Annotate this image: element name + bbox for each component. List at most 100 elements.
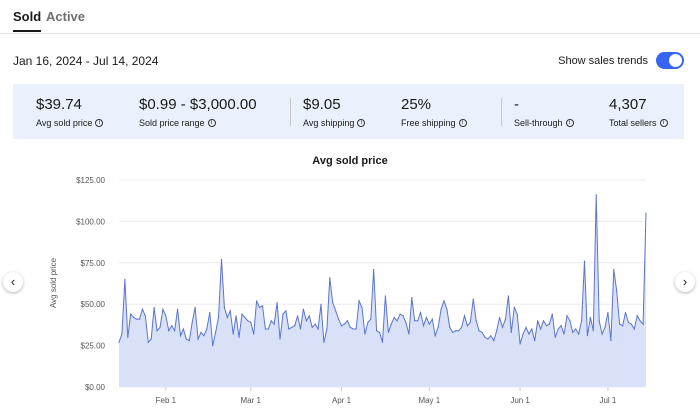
- data-point: [616, 290, 618, 292]
- data-point: [554, 336, 556, 338]
- chart-prev-button[interactable]: ‹: [3, 272, 23, 292]
- data-point: [417, 320, 419, 322]
- data-point: [203, 335, 205, 337]
- stat-avg-sold-price: $39.74 Avg sold price i: [36, 96, 104, 128]
- data-point: [352, 328, 354, 330]
- data-point: [217, 316, 220, 319]
- info-icon[interactable]: i: [95, 119, 104, 127]
- stat-label: Sell-through: [514, 118, 563, 128]
- tab-sold[interactable]: Sold: [13, 9, 42, 32]
- data-point: [466, 325, 469, 327]
- data-point: [335, 310, 337, 312]
- data-point: [144, 315, 146, 317]
- data-point: [475, 320, 477, 322]
- data-point: [627, 321, 630, 324]
- data-point: [604, 326, 606, 328]
- stat-value: $0.99 - $3,000.00: [139, 96, 257, 113]
- data-point: [580, 320, 583, 322]
- divider: [501, 98, 502, 126]
- stat-avg-shipping: $9.05 Avg shipping i: [303, 96, 366, 128]
- data-point: [188, 340, 190, 342]
- data-point: [378, 331, 381, 333]
- data-point: [569, 320, 571, 322]
- data-point: [572, 331, 574, 333]
- data-point: [619, 323, 621, 325]
- data-point: [162, 308, 164, 310]
- info-icon[interactable]: i: [458, 119, 467, 127]
- stat-free-shipping: 25% Free shipping i: [401, 96, 467, 128]
- data-point: [182, 328, 185, 330]
- data-point: [133, 316, 135, 319]
- data-point: [387, 331, 389, 333]
- y-tick-label: $100.00: [76, 217, 105, 226]
- x-tick-label: Mar 1: [241, 396, 262, 405]
- data-point: [256, 300, 258, 302]
- data-point: [566, 315, 568, 317]
- data-point: [469, 321, 471, 324]
- data-point: [194, 306, 196, 309]
- data-point: [487, 338, 489, 340]
- data-point: [519, 343, 521, 345]
- data-point: [455, 330, 457, 332]
- data-point: [575, 328, 577, 330]
- data-point: [179, 335, 182, 337]
- info-icon[interactable]: i: [565, 119, 574, 127]
- data-point: [513, 306, 515, 309]
- data-point: [264, 328, 266, 330]
- data-point: [434, 335, 436, 337]
- data-point: [592, 330, 594, 332]
- stat-value: 4,307: [609, 96, 647, 113]
- data-point: [458, 330, 460, 332]
- data-point: [127, 336, 129, 338]
- data-point: [355, 328, 357, 330]
- data-point: [399, 313, 401, 315]
- data-point: [141, 308, 144, 310]
- data-point: [215, 331, 217, 333]
- chart-next-button[interactable]: ›: [675, 272, 695, 292]
- chart-title: Avg sold price: [312, 155, 388, 167]
- data-point: [288, 328, 290, 330]
- data-point: [343, 323, 346, 325]
- data-point: [130, 313, 132, 315]
- info-icon[interactable]: i: [659, 119, 668, 127]
- x-tick-label: Feb 1: [156, 396, 177, 405]
- y-tick-label: $75.00: [81, 259, 106, 268]
- data-point: [460, 326, 463, 328]
- data-point: [159, 326, 161, 328]
- data-point: [531, 328, 533, 330]
- data-point: [499, 316, 501, 319]
- data-point: [349, 326, 351, 328]
- data-point: [578, 333, 580, 335]
- data-point: [282, 313, 284, 315]
- data-point: [314, 323, 316, 325]
- data-point: [317, 328, 319, 330]
- data-point: [607, 311, 609, 314]
- info-icon[interactable]: i: [207, 119, 216, 127]
- sales-trend-toggle[interactable]: [656, 52, 684, 69]
- data-point: [586, 335, 589, 337]
- data-point: [525, 326, 527, 328]
- data-point: [340, 325, 343, 327]
- data-point: [522, 333, 524, 335]
- data-point: [209, 311, 211, 314]
- data-point: [501, 326, 504, 328]
- data-point: [516, 313, 518, 315]
- data-point: [507, 295, 509, 297]
- data-point: [135, 318, 138, 320]
- data-point: [329, 277, 331, 279]
- data-point: [279, 338, 281, 340]
- data-point: [422, 325, 425, 327]
- data-point: [124, 278, 126, 280]
- data-point: [346, 320, 348, 322]
- data-point: [583, 260, 586, 262]
- info-icon[interactable]: i: [357, 119, 366, 127]
- data-point: [384, 295, 387, 297]
- date-range: Jan 16, 2024 - Jul 14, 2024: [13, 54, 159, 68]
- data-point: [270, 320, 272, 322]
- data-point: [261, 305, 264, 307]
- tab-active[interactable]: Active: [46, 9, 86, 24]
- data-point: [610, 340, 612, 342]
- stat-value: $39.74: [36, 96, 82, 113]
- data-point: [633, 328, 635, 330]
